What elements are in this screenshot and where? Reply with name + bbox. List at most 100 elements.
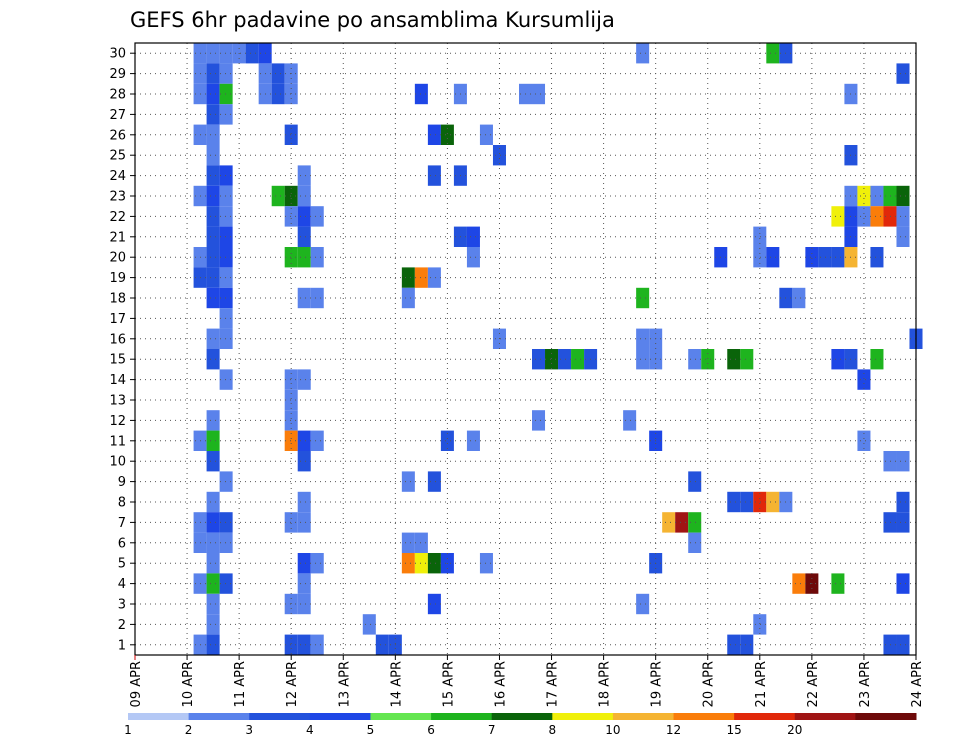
heatmap-cell xyxy=(636,349,650,370)
heatmap-cell xyxy=(206,104,220,125)
heatmap-cell xyxy=(206,63,220,84)
heatmap-cell xyxy=(219,165,233,186)
heatmap-cell xyxy=(219,104,233,125)
x-tick-label: 13 APR xyxy=(337,661,352,707)
colorbar-swatch xyxy=(128,713,190,720)
heatmap-cell xyxy=(766,43,780,64)
x-tick-label: 19 APR xyxy=(650,661,665,707)
x-tick-label: 16 APR xyxy=(493,661,508,707)
heatmap-cell xyxy=(206,124,220,145)
heatmap-cell xyxy=(870,185,884,207)
heatmap-cell xyxy=(636,43,650,64)
x-tick-label: 23 APR xyxy=(858,661,873,707)
heatmap-cell xyxy=(206,553,220,574)
y-tick-label: 15 xyxy=(109,353,126,368)
heatmap-cell xyxy=(896,63,910,84)
x-tick-label: 09 APR xyxy=(129,661,144,707)
heatmap-cell xyxy=(427,267,441,288)
x-tick-label: 14 APR xyxy=(389,661,404,707)
x-tick-label: 24 APR xyxy=(910,661,925,707)
heatmap-cell xyxy=(896,634,910,655)
heatmap-cell xyxy=(310,287,324,309)
heatmap-cell xyxy=(792,573,806,594)
heatmap-cell xyxy=(636,328,650,349)
heatmap-cell xyxy=(532,83,546,105)
heatmap-cell xyxy=(896,491,910,513)
heatmap-cell xyxy=(896,573,910,594)
heatmap-cell xyxy=(532,410,546,431)
heatmap-cell xyxy=(427,165,441,186)
heatmap-cells xyxy=(193,43,923,655)
heatmap-cell xyxy=(636,287,650,309)
heatmap-cell xyxy=(414,83,428,105)
heatmap-cell xyxy=(558,349,572,370)
heatmap-cell xyxy=(297,226,311,247)
heatmap-cell xyxy=(401,553,415,574)
heatmap-cell xyxy=(375,634,389,655)
heatmap-cell xyxy=(857,369,871,390)
heatmap-cell xyxy=(297,593,311,615)
heatmap-cell xyxy=(427,593,441,615)
heatmap-cell xyxy=(401,532,415,553)
colorbar-swatch xyxy=(491,713,553,720)
heatmap-cell xyxy=(206,226,220,247)
y-tick-label: 25 xyxy=(109,149,126,164)
heatmap-cell xyxy=(831,349,845,370)
heatmap-cell xyxy=(623,410,637,431)
heatmap-cell xyxy=(896,226,910,247)
colorbar-swatch xyxy=(855,713,917,720)
heatmap-cell xyxy=(219,206,233,227)
heatmap-cell xyxy=(427,553,441,574)
colorbar-swatch xyxy=(794,713,856,720)
y-tick-label: 19 xyxy=(109,271,126,286)
colorbar-label: 6 xyxy=(427,723,435,737)
heatmap-cell xyxy=(297,491,311,513)
heatmap-cell xyxy=(870,349,884,370)
colorbar-swatch xyxy=(309,713,371,720)
heatmap-cell xyxy=(440,124,454,145)
y-tick-label: 24 xyxy=(109,169,126,184)
heatmap-cell xyxy=(284,206,298,227)
y-tick-label: 21 xyxy=(109,230,126,245)
heatmap-cell xyxy=(883,512,897,533)
y-tick-label: 22 xyxy=(109,210,126,225)
heatmap-cell xyxy=(297,553,311,574)
x-tick-label: 15 APR xyxy=(441,661,456,707)
colorbar-label: 10 xyxy=(605,723,620,737)
heatmap-cell xyxy=(206,491,220,513)
y-tick-label: 30 xyxy=(109,47,126,62)
heatmap-cell xyxy=(219,328,233,349)
heatmap-cell xyxy=(740,491,754,513)
heatmap-cell xyxy=(831,247,845,268)
y-tick-label: 26 xyxy=(109,128,126,143)
heatmap-cell xyxy=(297,573,311,594)
heatmap-cell xyxy=(688,349,702,370)
heatmap-cell xyxy=(766,247,780,268)
heatmap-cell xyxy=(284,389,298,411)
heatmap-cell xyxy=(688,512,702,533)
colorbar-swatch xyxy=(552,713,614,720)
heatmap-cell xyxy=(870,206,884,227)
y-tick-label: 17 xyxy=(109,312,126,327)
colorbar-label: 3 xyxy=(245,723,253,737)
heatmap-cell xyxy=(284,634,298,655)
heatmap-cell xyxy=(427,124,441,145)
heatmap-cell xyxy=(206,634,220,655)
y-tick-label: 27 xyxy=(109,108,126,123)
heatmap-cell xyxy=(206,328,220,349)
heatmap-cell xyxy=(284,369,298,390)
heatmap-cell xyxy=(466,430,480,451)
heatmap-cell xyxy=(219,287,233,309)
heatmap-cell xyxy=(401,287,415,309)
heatmap-cell xyxy=(206,573,220,594)
heatmap-cell xyxy=(831,573,845,594)
heatmap-cell xyxy=(206,247,220,268)
heatmap-cell xyxy=(753,247,767,268)
heatmap-cell xyxy=(284,185,298,207)
heatmap-cell xyxy=(740,349,754,370)
heatmap-cell xyxy=(362,614,376,635)
x-axis-ticks: 09 APR 10 APR 11 APR 12 APR 13 APR 14 APR 15 A… xyxy=(129,655,925,707)
heatmap-cell xyxy=(688,471,702,492)
y-tick-label: 7 xyxy=(118,516,126,531)
heatmap-cell xyxy=(206,287,220,309)
